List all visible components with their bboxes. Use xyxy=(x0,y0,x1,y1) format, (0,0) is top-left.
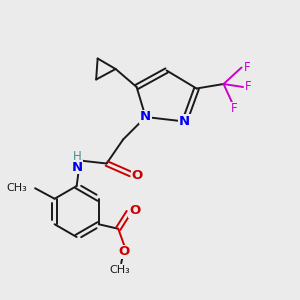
Text: CH₃: CH₃ xyxy=(6,183,27,193)
Text: O: O xyxy=(118,245,130,258)
Text: N: N xyxy=(140,110,151,124)
Text: O: O xyxy=(132,169,143,182)
Text: H: H xyxy=(73,150,82,164)
Text: F: F xyxy=(231,102,237,116)
Text: F: F xyxy=(244,61,250,74)
Text: F: F xyxy=(245,80,252,94)
Text: O: O xyxy=(129,204,140,217)
Text: N: N xyxy=(179,115,190,128)
Text: CH₃: CH₃ xyxy=(109,265,130,275)
Text: N: N xyxy=(72,160,83,174)
